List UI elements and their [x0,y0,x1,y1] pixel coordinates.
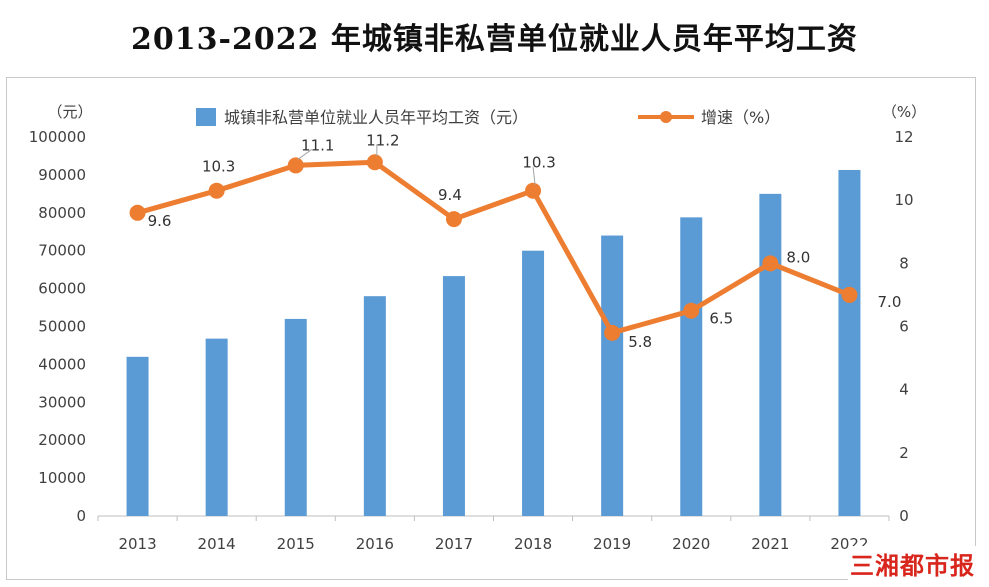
y-left-tick-label: 50000 [38,318,86,336]
y-left-tick-label: 70000 [38,242,86,260]
growth-point-2015 [287,157,304,174]
bar-salary-2022 [838,169,861,516]
x-tick-label: 2021 [751,535,789,553]
x-tick-label: 2014 [198,535,236,553]
x-tick-label: 2020 [672,535,710,553]
y-right-tick-label: 0 [899,507,909,525]
growth-data-label-2019: 5.8 [628,333,652,351]
growth-data-label-2018: 10.3 [522,154,555,172]
growth-point-2017 [445,211,462,228]
y-left-tick-label: 40000 [38,355,86,373]
y-right-tick-label: 2 [899,444,909,462]
legend: 城镇非私营单位就业人员年平均工资（元） 增速（%） [196,108,780,127]
legend-swatch-salary [196,108,216,126]
legend-swatch-growth-marker [660,111,672,123]
y-left-unit: （元） [47,103,92,121]
growth-label-leader [297,149,313,160]
legend-label-growth: 增速（%） [701,108,780,127]
growth-point-2020 [683,302,700,319]
growth-data-label-2013: 9.6 [148,212,172,230]
growth-point-2022 [841,286,858,303]
watermark-logo: 三湘都市报 [848,546,977,581]
y-right-tick-label: 6 [899,318,909,336]
growth-data-label-2020: 6.5 [709,310,733,328]
bar-salary-2019 [601,235,624,517]
growth-point-2018 [525,182,542,199]
bar-salary-2020 [680,217,703,516]
y-left-tick-label: 90000 [38,166,86,184]
y-left-tick-label: 100000 [29,128,86,146]
bar-salary-2016 [363,296,386,516]
y-left-tick-label: 60000 [38,280,86,298]
bar-salary-2013 [126,356,149,516]
growth-data-label-2016: 11.2 [366,131,399,149]
bar-salary-2021 [759,193,782,516]
growth-point-2021 [762,255,779,272]
y-left-tick-label: 20000 [38,431,86,449]
page-title: 2013-2022 年城镇非私营单位就业人员年平均工资 [131,22,858,57]
bar-salary-2017 [442,276,465,516]
bar-salary-2014 [205,338,228,516]
growth-point-2013 [129,204,146,221]
growth-data-label-2014: 10.3 [202,158,235,176]
growth-point-2014 [208,182,225,199]
y-right-tick-label: 12 [894,128,913,146]
x-tick-label: 2019 [593,535,631,553]
x-tick-label: 2015 [277,535,315,553]
y-right-tick-label: 10 [894,191,913,209]
y-left-tick-label: 0 [76,507,86,525]
growth-data-label-2017: 9.4 [438,186,462,204]
y-left-tick-label: 10000 [38,469,86,487]
x-tick-label: 2016 [356,535,394,553]
y-right-tick-label: 4 [899,381,909,399]
x-tick-label: 2017 [435,535,473,553]
growth-point-2016 [366,154,383,171]
growth-data-label-2015: 11.1 [301,136,334,154]
growth-point-2019 [604,324,621,341]
growth-line [135,159,852,336]
legend-label-salary: 城镇非私营单位就业人员年平均工资（元） [224,108,528,127]
growth-data-label-2022: 7.0 [878,293,902,311]
growth-label-leader [532,166,536,185]
chart-frame [6,77,976,580]
x-tick-label: 2013 [118,535,156,553]
y-left-tick-label: 80000 [38,204,86,222]
x-tick-label: 2018 [514,535,552,553]
growth-data-label-2021: 8.0 [786,248,810,266]
y-right-unit: （%） [882,103,926,121]
bar-salary-2018 [522,250,545,516]
y-right-tick-label: 8 [899,254,909,272]
bar-salary-2015 [284,318,307,516]
y-left-tick-label: 30000 [38,393,86,411]
